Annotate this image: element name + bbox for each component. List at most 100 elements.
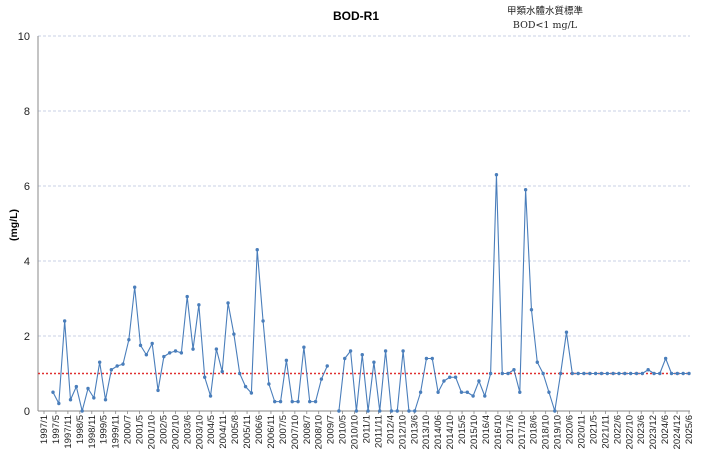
data-point bbox=[547, 390, 551, 394]
data-point bbox=[430, 356, 434, 361]
data-point bbox=[617, 371, 621, 376]
data-point bbox=[471, 394, 475, 398]
data-point bbox=[395, 409, 399, 413]
axes bbox=[37, 36, 690, 412]
data-point bbox=[308, 399, 312, 404]
data-point bbox=[173, 349, 178, 353]
data-point bbox=[238, 371, 242, 376]
x-tick-label: 2023/12 bbox=[648, 415, 659, 449]
data-point bbox=[588, 371, 592, 376]
y-axis-label: (mg/L) bbox=[8, 209, 20, 241]
data-point bbox=[243, 384, 248, 389]
data-point bbox=[290, 399, 294, 404]
y-tick-label: 2 bbox=[24, 331, 30, 343]
series-bod bbox=[51, 173, 691, 413]
x-tick-label: 2001/5 bbox=[135, 415, 146, 444]
x-tick-label: 2024/6 bbox=[660, 415, 671, 444]
data-point bbox=[150, 341, 154, 346]
x-tick-label: 2014/10 bbox=[445, 415, 456, 449]
data-point bbox=[389, 409, 394, 413]
x-tick-label: 2003/10 bbox=[194, 415, 205, 449]
y-tick-label: 0 bbox=[24, 406, 30, 418]
data-point bbox=[652, 371, 656, 376]
data-point bbox=[214, 347, 219, 351]
data-point bbox=[488, 371, 493, 376]
data-point bbox=[97, 360, 102, 364]
data-point bbox=[185, 294, 189, 299]
x-tick-label: 2004/5 bbox=[206, 415, 217, 444]
data-point bbox=[296, 399, 300, 404]
x-tick-label: 2011/1 bbox=[362, 415, 373, 443]
x-tick-label: 1997/1 bbox=[39, 415, 50, 444]
x-tick-label: 1997/11 bbox=[63, 415, 74, 449]
data-point bbox=[681, 371, 685, 376]
data-point bbox=[144, 353, 149, 357]
data-point bbox=[103, 398, 108, 402]
data-point bbox=[109, 368, 114, 372]
data-point bbox=[343, 356, 347, 361]
x-tick-label: 2006/11 bbox=[266, 415, 277, 449]
x-tick-label: 2006/6 bbox=[254, 415, 265, 444]
data-point bbox=[424, 356, 429, 361]
data-point bbox=[115, 364, 119, 368]
x-tick-label: 2012/4 bbox=[385, 415, 396, 444]
data-point bbox=[541, 371, 545, 376]
data-point bbox=[512, 368, 516, 372]
x-tick-label: 2013/6 bbox=[409, 415, 420, 444]
data-point bbox=[313, 399, 318, 404]
x-tick-label: 2024/12 bbox=[672, 415, 683, 449]
x-tick-label: 2021/11 bbox=[600, 415, 611, 449]
x-tick-label: 2016/10 bbox=[493, 415, 504, 449]
data-point bbox=[348, 349, 353, 353]
data-point bbox=[203, 375, 207, 379]
data-point bbox=[325, 364, 329, 368]
data-point bbox=[465, 390, 469, 394]
y-tick-labels: 0 2 4 6 8 10 bbox=[18, 31, 30, 418]
data-point bbox=[663, 356, 668, 361]
x-tick-label: 2002/10 bbox=[170, 415, 181, 449]
data-point bbox=[623, 371, 627, 376]
data-point bbox=[558, 371, 563, 376]
x-tick-label: 2008/10 bbox=[314, 415, 325, 449]
x-tick-label: 2016/4 bbox=[481, 415, 492, 444]
data-point bbox=[249, 391, 254, 395]
data-point bbox=[127, 338, 131, 342]
x-tick-label: 2023/6 bbox=[636, 415, 647, 444]
data-point bbox=[337, 409, 341, 413]
data-point bbox=[86, 386, 90, 391]
data-point bbox=[401, 349, 405, 353]
x-tick-label: 2017/10 bbox=[517, 415, 528, 449]
x-tick-label: 2019/10 bbox=[553, 415, 564, 449]
data-point bbox=[255, 248, 259, 252]
data-point bbox=[80, 409, 84, 413]
x-tick-label: 2017/6 bbox=[505, 415, 516, 444]
data-point bbox=[459, 390, 464, 394]
data-point bbox=[675, 371, 680, 376]
x-tick-label: 1997/5 bbox=[51, 415, 62, 444]
data-point bbox=[599, 371, 604, 376]
x-tick-label: 2003/6 bbox=[182, 415, 193, 444]
data-point bbox=[413, 409, 417, 413]
data-point bbox=[383, 349, 388, 353]
x-tick-labels: 1997/1 1997/5 1997/11 1998/5 1998/11 1999/5 19… bbox=[39, 411, 695, 449]
x-tick-label: 2000/7 bbox=[123, 415, 134, 444]
gridlines bbox=[38, 35, 690, 337]
data-point bbox=[658, 371, 662, 376]
data-point bbox=[418, 390, 423, 394]
data-point bbox=[273, 399, 277, 404]
x-tick-label: 2005/11 bbox=[242, 415, 253, 449]
data-point bbox=[582, 371, 586, 376]
data-point bbox=[500, 371, 504, 376]
data-point bbox=[162, 354, 166, 359]
data-point bbox=[354, 409, 359, 413]
data-point bbox=[378, 409, 382, 413]
x-tick-label: 1998/11 bbox=[87, 415, 98, 449]
x-tick-label: 2004/11 bbox=[218, 415, 229, 449]
data-point bbox=[191, 347, 195, 351]
x-tick-label: 2011/11 bbox=[373, 415, 384, 448]
x-tick-label: 2015/5 bbox=[457, 415, 468, 444]
data-point bbox=[518, 390, 522, 394]
data-point bbox=[138, 343, 143, 348]
x-tick-label: 2005/8 bbox=[230, 415, 241, 444]
